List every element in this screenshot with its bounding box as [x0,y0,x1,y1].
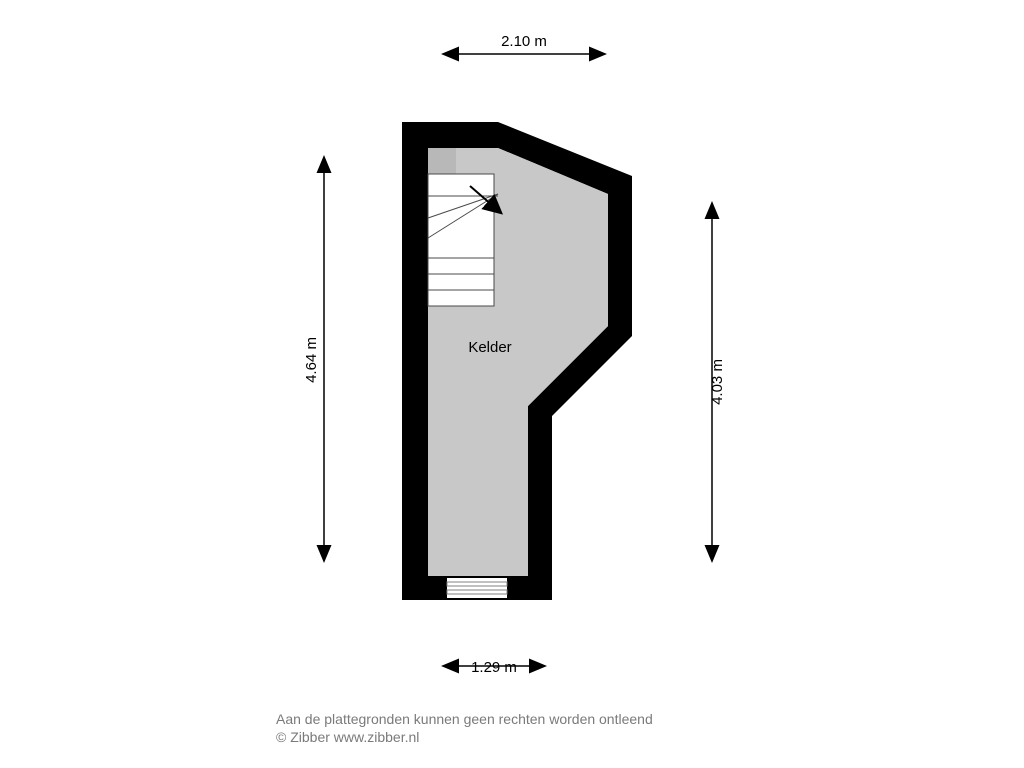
footer-disclaimer: Aan de plattegronden kunnen geen rechten… [276,711,653,727]
floorplan-svg: Kelder 2.10 m 1.29 m 4.64 m 4.03 m Aan d… [0,0,1024,768]
dimension-left: 4.64 m [303,158,324,560]
dimension-right-label: 4.03 m [709,359,726,405]
floorplan-stage: Kelder 2.10 m 1.29 m 4.64 m 4.03 m Aan d… [0,0,1024,768]
staircase [428,174,500,306]
dimension-left-label: 4.64 m [303,337,320,383]
dimension-right: 4.03 m [709,204,726,560]
stair-landing [428,148,456,174]
dimension-bottom: 1.29 m [444,659,544,676]
bottom-opening [447,578,507,598]
dimension-top: 2.10 m [444,33,604,54]
room-label-kelder: Kelder [468,339,511,356]
dimension-top-label: 2.10 m [501,33,547,50]
footer-copyright: © Zibber www.zibber.nl [276,729,419,745]
dimension-bottom-label: 1.29 m [471,659,517,676]
